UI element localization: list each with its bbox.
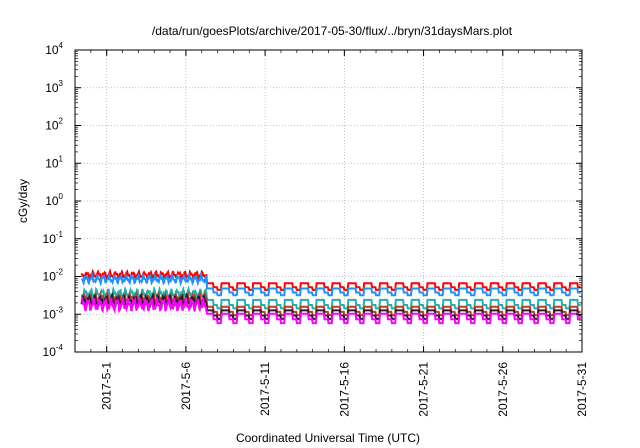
y-tick-base: 10 [43,270,57,284]
x-tick-label: 2017-5-31 [575,362,589,417]
y-tick-base: 10 [45,43,59,57]
x-tick-label: 2017-5-11 [258,362,272,416]
y-tick-exponent: -1 [56,230,64,239]
y-tick-exponent: -4 [56,343,64,352]
y-tick-exponent: 4 [59,41,64,50]
y-tick-label: 103 [45,79,63,95]
y-tick-exponent: 2 [59,117,64,126]
y-tick-base: 10 [43,307,57,321]
x-tick-label: 2017-5-21 [417,362,431,417]
y-tick-exponent: 0 [59,192,64,201]
y-tick-label: 10-2 [43,268,64,284]
x-tick-label: 2017-5-16 [337,362,351,417]
series-line [80,285,581,310]
y-tick-exponent: 3 [59,79,64,88]
y-tick-label: 101 [45,154,63,170]
y-tick-base: 10 [45,81,59,95]
y-tick-label: 10-4 [43,343,64,359]
y-axis-label: cGy/day [16,179,30,223]
y-tick-label: 102 [45,117,63,133]
y-tick-label: 10-3 [43,305,64,321]
y-tick-base: 10 [45,194,59,208]
x-tick-label: 2017-5-26 [496,362,510,417]
y-tick-base: 10 [45,156,59,170]
x-axis: 2017-5-1 2017-5-6 2017-5-11 2017-5-16 2017-5… [74,50,589,417]
series-line [80,295,581,325]
y-tick-label: 100 [45,192,63,208]
y-tick-exponent: -2 [56,268,64,277]
series-lines [80,267,581,325]
x-tick-label: 2017-5-1 [100,362,114,410]
x-tick-label: 2017-5-6 [179,362,193,410]
series-line [80,271,581,297]
series-line [80,291,581,320]
y-tick-label: 10-1 [43,230,64,246]
y-tick-exponent: 1 [59,154,64,163]
x-axis-label: Coordinated Universal Time (UTC) [236,431,420,445]
y-tick-base: 10 [43,232,57,246]
y-tick-base: 10 [45,119,59,133]
y-tick-base: 10 [43,345,57,359]
y-tick-label: 104 [45,41,63,57]
y-tick-exponent: -3 [56,305,64,314]
chart-title: /data/run/goesPlots/archive/2017-05-30/f… [152,24,513,38]
